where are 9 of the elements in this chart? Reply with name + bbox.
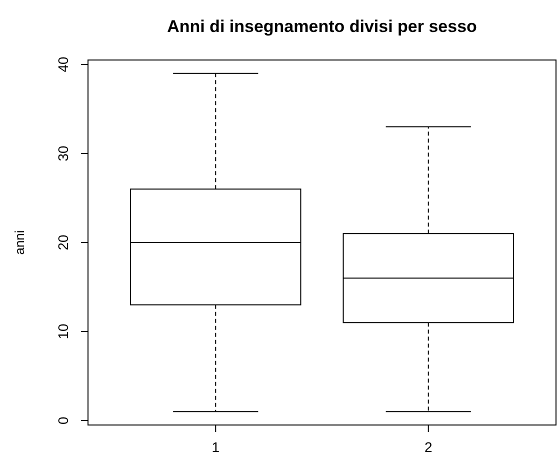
chart-title: Anni di insegnamento divisi per sesso <box>167 17 477 36</box>
y-tick-label: 20 <box>55 234 71 250</box>
y-tick-label: 30 <box>55 145 71 162</box>
x-tick-label: 2 <box>424 439 432 455</box>
y-tick-label: 0 <box>55 416 71 424</box>
x-tick-label: 1 <box>212 439 220 455</box>
y-axis-title: anni <box>12 230 27 255</box>
y-tick-label: 10 <box>55 324 71 340</box>
y-tick-label: 40 <box>55 56 71 72</box>
